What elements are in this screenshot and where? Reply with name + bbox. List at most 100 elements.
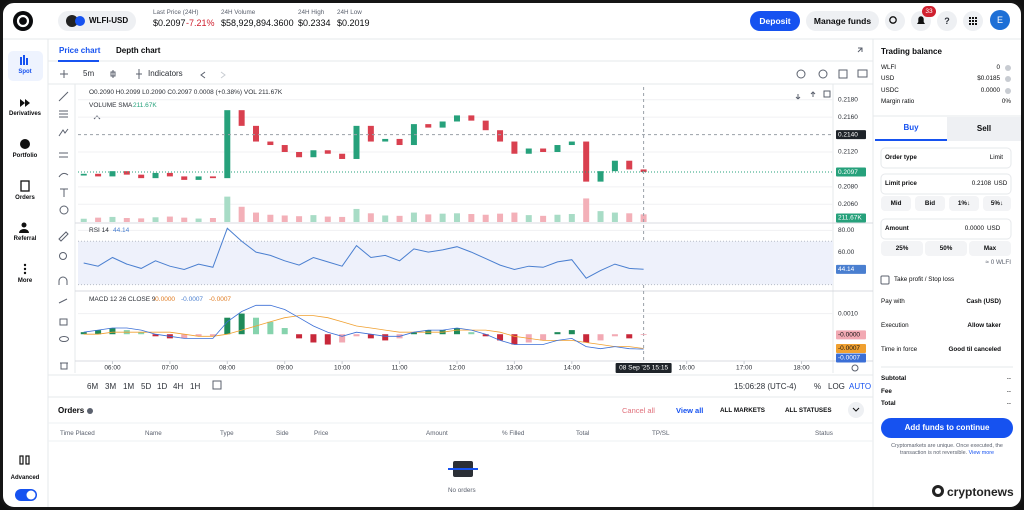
indicators-button[interactable]: Indicators	[148, 69, 183, 78]
panel-title: Trading balance	[881, 47, 942, 56]
estimate: ≈ 0 WLFI	[985, 259, 1012, 266]
search-button[interactable]	[885, 11, 905, 31]
field-label: Time in force	[881, 346, 918, 353]
help-button[interactable]	[937, 11, 957, 31]
nav-item[interactable]: More	[17, 278, 33, 284]
volume-bar	[425, 214, 432, 222]
volume-label: 211.67K	[838, 215, 862, 222]
field-value[interactable]: Good til canceled	[948, 346, 1001, 353]
candle	[80, 173, 87, 176]
avatar[interactable]: E	[990, 10, 1010, 30]
balance-value: 0%	[1001, 98, 1011, 105]
column-header: % Filled	[502, 430, 525, 437]
filter-dropdown[interactable]: ALL MARKETS	[720, 407, 766, 414]
candle	[453, 115, 460, 122]
field-label: Execution	[881, 322, 909, 329]
field-unit: USD	[987, 225, 1001, 232]
interval-button[interactable]: 5m	[83, 69, 95, 78]
range-button[interactable]: 4H	[173, 382, 184, 391]
price-button[interactable]: 1%↓	[949, 196, 979, 211]
volume-label-box	[836, 213, 866, 223]
volume-bar	[138, 218, 145, 222]
filter-dropdown[interactable]: ALL STATUSES	[785, 407, 832, 414]
nav-item[interactable]: Derivatives	[8, 111, 42, 117]
volume-bar	[339, 216, 346, 222]
balance-label: USDC	[881, 87, 899, 94]
volume-bar	[166, 216, 173, 222]
sell-tab[interactable]: Sell	[947, 117, 1021, 141]
volume-bar	[597, 211, 604, 222]
buy-tab[interactable]: Buy	[875, 117, 947, 141]
deposit-button[interactable]: Deposit	[750, 11, 800, 31]
price-button[interactable]: 5%↓	[983, 196, 1011, 211]
nav-item[interactable]: Referral	[13, 236, 37, 242]
price-button[interactable]: Bid	[915, 196, 945, 211]
macd-histogram-bar	[554, 332, 561, 335]
chart-tab[interactable]: Depth chart	[116, 46, 161, 55]
candle	[209, 176, 216, 179]
amount-button[interactable]: 25%	[881, 241, 923, 256]
stat-value: $58,929,894.3600	[221, 18, 294, 28]
pair-selector[interactable]	[58, 11, 136, 31]
macd-histogram-bar	[468, 332, 475, 335]
x-tick-label: 06:00	[104, 365, 121, 372]
manage-funds-button[interactable]: Manage funds	[806, 11, 879, 31]
logo[interactable]	[13, 11, 33, 31]
notification-badge: 33	[922, 6, 936, 17]
amount-button[interactable]: Max	[969, 241, 1011, 256]
field-value[interactable]: Cash (USD)	[966, 298, 1001, 305]
scale-option[interactable]: %	[814, 382, 822, 391]
macd-histogram-bar	[568, 330, 575, 335]
submit-button[interactable]: Add funds to continue	[881, 418, 1013, 438]
view-more-link[interactable]: View more	[968, 450, 994, 457]
collapse-button[interactable]	[848, 402, 864, 418]
view-all-button[interactable]: View all	[676, 406, 704, 415]
field-value[interactable]: Allow taker	[967, 322, 1001, 329]
take-profit-checkbox[interactable]	[880, 275, 890, 285]
macd-label-box	[836, 353, 866, 363]
range-button[interactable]: 1M	[123, 382, 135, 391]
candle	[310, 150, 317, 158]
nav-item[interactable]: Spot	[18, 69, 32, 75]
crosshair-price-box	[836, 130, 866, 140]
column-header: Time Placed	[60, 430, 95, 437]
range-button[interactable]: 1H	[190, 382, 201, 391]
price-button[interactable]: Mid	[881, 196, 911, 211]
macd-histogram-bar	[310, 334, 317, 343]
range-button[interactable]: 1D	[157, 382, 168, 391]
scale-option[interactable]: AUTO	[849, 382, 872, 391]
volume-bar	[640, 214, 647, 222]
nav-item[interactable]: Portfolio	[12, 153, 38, 159]
field-unit: USD	[994, 180, 1008, 187]
macd-histogram-bar	[238, 313, 245, 335]
chart-tab[interactable]: Price chart	[59, 46, 101, 55]
amount-button[interactable]: 50%	[925, 241, 967, 256]
y-tick-label: 0.2120	[838, 149, 858, 156]
crosshair-price: 0.2140	[838, 131, 858, 138]
amount-field[interactable]	[880, 218, 1012, 240]
limit-price-field[interactable]	[880, 173, 1012, 195]
range-button[interactable]: 3M	[105, 382, 117, 391]
order-type-field[interactable]	[880, 147, 1012, 169]
bell-icon	[917, 16, 925, 24]
volume-bar	[195, 218, 202, 222]
candle	[568, 141, 575, 146]
field-value: Limit	[989, 154, 1003, 161]
cancel-all-button[interactable]: Cancel all	[622, 406, 655, 415]
scale-option[interactable]: LOG	[828, 382, 845, 391]
candle	[583, 141, 590, 182]
range-button[interactable]: 5D	[141, 382, 152, 391]
candle	[95, 173, 102, 177]
checkbox-label: Take profit / Stop loss	[894, 276, 955, 283]
candle	[540, 148, 547, 152]
nav-item[interactable]: Orders	[15, 195, 35, 201]
volume-bar	[554, 214, 561, 222]
candle	[181, 176, 188, 180]
coin-icon	[66, 15, 78, 27]
current-price-label: 0.2097	[838, 169, 858, 176]
macd-histogram-bar	[209, 334, 216, 337]
balance-icons	[1005, 65, 1011, 94]
volume-bar	[468, 214, 475, 222]
range-button[interactable]: 6M	[87, 382, 99, 391]
macd-histogram-bar	[181, 334, 188, 339]
